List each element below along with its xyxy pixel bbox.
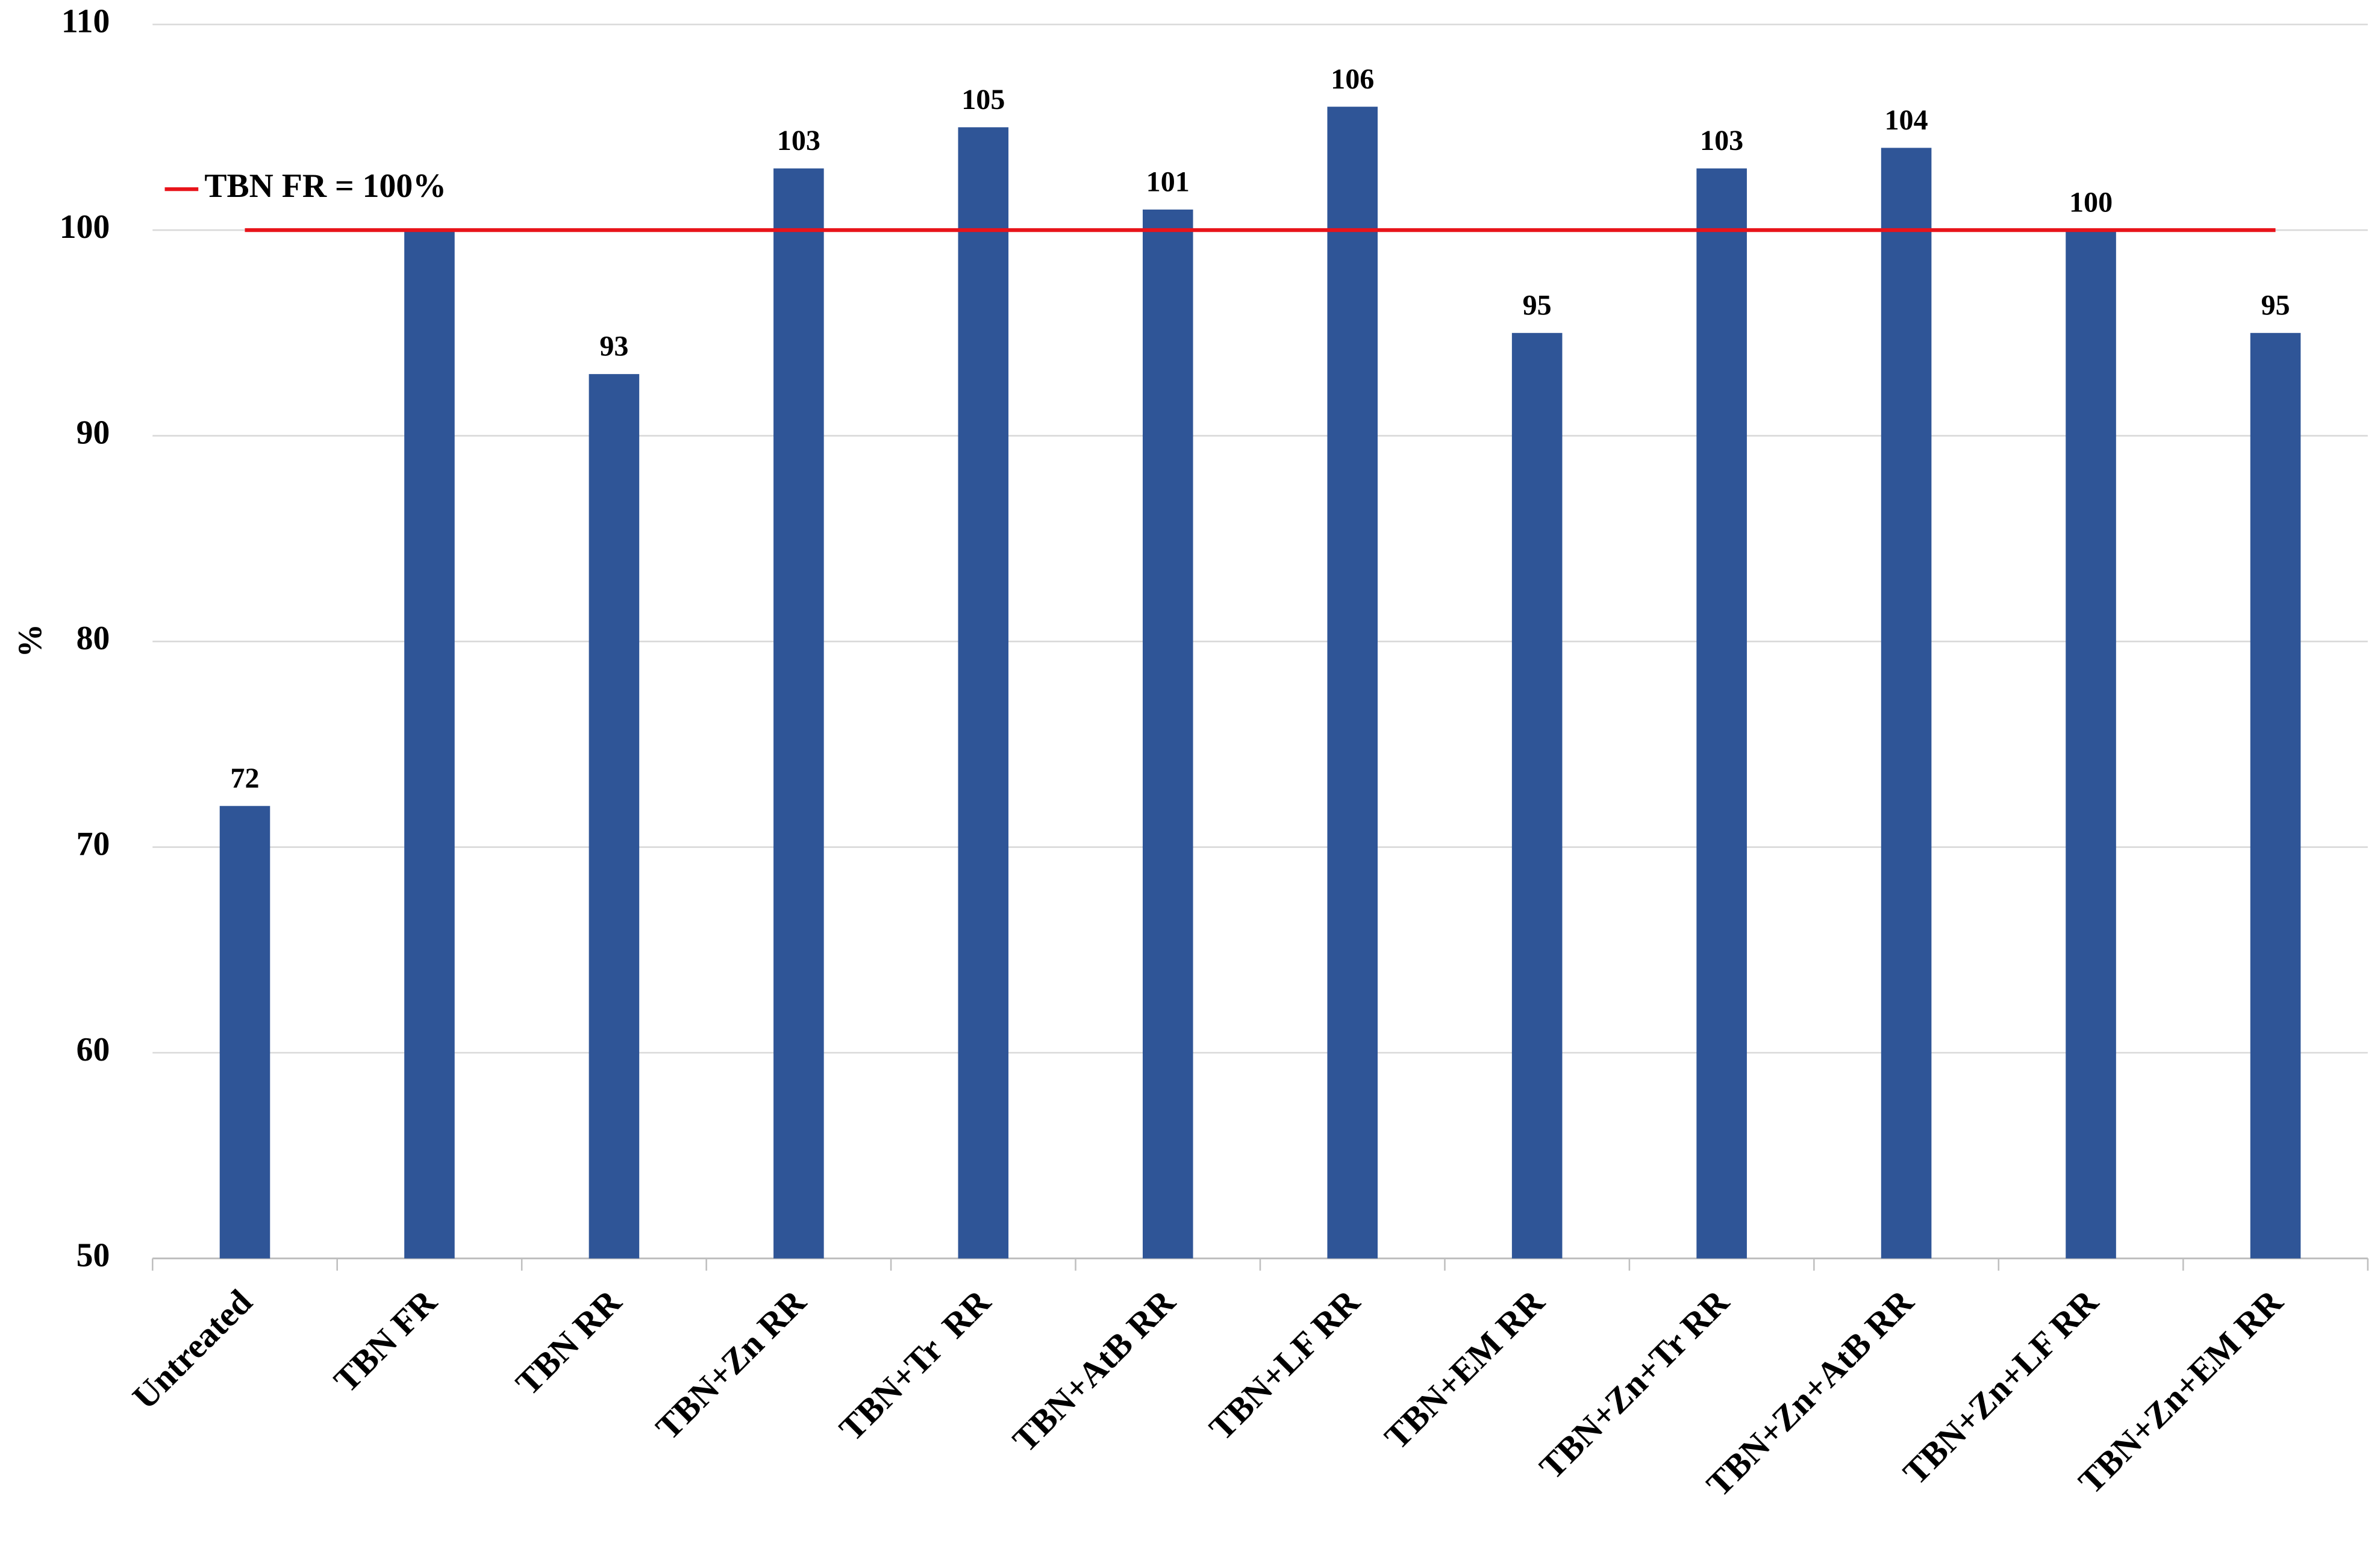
bar [1327,107,1378,1259]
bar [1881,148,1932,1259]
bar [958,127,1009,1259]
x-tick-label: TBN+Zn+Tr RR [1532,1282,1737,1486]
y-tick-label: 80 [77,620,110,657]
x-tick-label: TBN RR [508,1282,629,1403]
x-tick-label: TBN+Zn+EM RR [2071,1282,2291,1501]
value-label: 95 [1523,289,1552,321]
y-tick-label: 50 [77,1236,110,1274]
value-label: 103 [777,125,820,157]
bar [589,374,640,1259]
value-label: 72 [230,762,259,794]
y-tick-label: 110 [61,2,110,40]
x-tick-label: TBN+AtB RR [1005,1282,1183,1460]
value-label: 101 [1146,166,1190,198]
value-label: 105 [961,84,1005,116]
y-axis-label: % [12,624,49,658]
bar [2250,332,2301,1259]
x-tick-label: TBN+Zn RR [648,1282,814,1447]
value-label: 103 [1700,125,1743,157]
bar [1511,332,1563,1259]
x-tick-label: TBN+Tr RR [832,1282,999,1448]
value-label: 93 [599,331,628,363]
value-label: 100 [2069,187,2113,219]
value-label: 106 [1331,63,1374,95]
legend-label: TBN FR = 100% [204,167,446,205]
y-tick-label: 90 [77,414,110,451]
value-label: 95 [2261,289,2290,321]
x-tick-label: TBN+LF RR [1202,1282,1368,1448]
bar [219,806,270,1259]
x-tick-label: TBN+EM RR [1377,1282,1552,1457]
value-label: 104 [1885,104,1928,136]
x-tick-label: Untreated [125,1282,260,1417]
bar [404,230,455,1259]
x-tick-label: TBN FR [326,1282,445,1400]
y-tick-label: 60 [77,1031,110,1068]
x-tick-label: TBN+Zn+LF RR [1896,1282,2107,1492]
y-tick-label: 100 [60,208,110,246]
bar [2066,230,2116,1259]
y-tick-label: 70 [77,825,110,862]
x-tick-label: TBN+Zn+AtB RR [1699,1282,1921,1504]
bar [1142,209,1193,1259]
bar [773,168,824,1259]
bar [1696,168,1747,1259]
